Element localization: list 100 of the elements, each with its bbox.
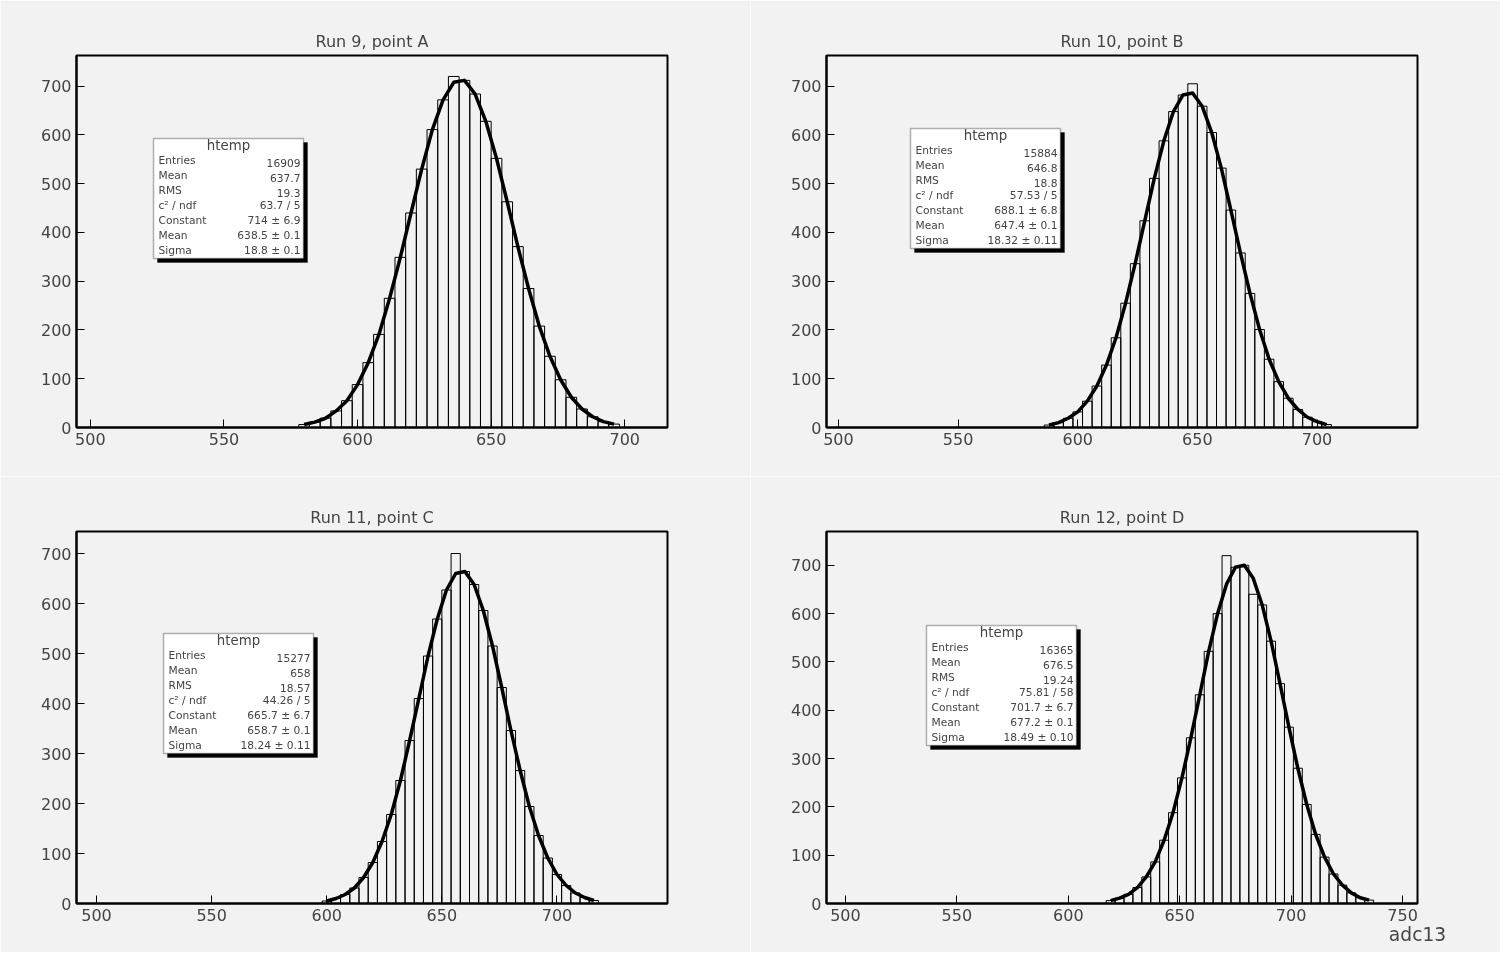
y-tick-label: 200 (40, 794, 72, 814)
x-tick-label: 700 (1301, 429, 1333, 449)
y-tick-label: 200 (40, 320, 72, 340)
annotation: 18.32 ± 0.11 (987, 234, 1058, 247)
x-tick-label: 650 (426, 905, 458, 925)
x-tick-label: 750 (1387, 905, 1418, 925)
y-tick-label: 600 (790, 125, 822, 145)
annotation: 19.3 (276, 187, 301, 200)
x-tick-label: 500 (81, 905, 112, 925)
annotation: 714 ± 6.9 (247, 214, 301, 227)
x-tick-label: 600 (311, 905, 343, 925)
annotation: 637.7 (269, 172, 301, 185)
annotation: 18.24 ± 0.11 (240, 739, 311, 752)
x-tick-label: 650 (1182, 429, 1213, 449)
x-tick-label: 600 (1062, 429, 1094, 449)
annotation: Sigma (931, 731, 965, 744)
annotation: 647.4 ± 0.1 (994, 219, 1058, 232)
annotation: c² / ndf (158, 199, 197, 212)
annotation: Mean (915, 219, 945, 232)
y-tick-label: 0 (811, 894, 822, 914)
y-tick-label: 500 (40, 174, 72, 194)
annotation: Mean (168, 664, 198, 677)
annotation: Entries (168, 649, 207, 662)
chart-title: Run 9, point A (315, 31, 429, 51)
annotation: c² / ndf (168, 694, 207, 707)
annotation: 18.8 (1033, 177, 1058, 190)
annotation: 658 (290, 667, 311, 680)
x-tick-label: 500 (830, 905, 861, 925)
y-tick-label: 700 (40, 77, 72, 97)
annotation: Mean (158, 229, 188, 242)
annotation: Constant (168, 709, 217, 722)
y-tick-label: 600 (40, 594, 72, 614)
annotation: 646.8 (1026, 162, 1058, 175)
annotation: 18.57 (279, 682, 311, 695)
y-tick-label: 500 (790, 652, 822, 672)
annotation: Entries (931, 641, 970, 654)
annotation: 676.5 (1042, 659, 1074, 672)
annotation: 15277 (276, 652, 311, 665)
annotation: Mean (931, 656, 961, 669)
annotation: htemp (963, 127, 1008, 143)
annotation: c² / ndf (931, 686, 970, 699)
y-tick-label: 400 (790, 701, 822, 721)
annotation: 15884 (1023, 147, 1058, 160)
y-tick-label: 300 (40, 272, 72, 292)
annotation: Mean (931, 716, 961, 729)
annotation: 658.7 ± 0.1 (247, 724, 311, 737)
y-tick-label: 100 (790, 846, 822, 866)
y-tick-label: 200 (790, 797, 822, 817)
y-tick-label: 500 (790, 174, 822, 194)
x-tick-label: 650 (1164, 905, 1195, 925)
annotation: Sigma (158, 244, 192, 257)
x-tick-label: 700 (541, 905, 573, 925)
x-tick-label: 600 (1053, 905, 1084, 925)
annotation: 63.7 / 5 (259, 199, 301, 212)
x-axis-title: adc13 (1388, 923, 1447, 945)
x-tick-label: 550 (942, 429, 974, 449)
y-tick-label: 700 (790, 556, 822, 576)
annotation: 688.1 ± 6.8 (994, 204, 1058, 217)
annotation: 16909 (266, 157, 301, 170)
x-tick-label: 550 (941, 905, 973, 925)
x-tick-label: 700 (609, 429, 641, 449)
annotation: c² / ndf (915, 189, 954, 202)
annotation: 18.49 ± 0.10 (1003, 731, 1074, 744)
annotation: htemp (216, 632, 261, 648)
annotation: Mean (915, 159, 945, 172)
x-tick-label: 700 (1275, 905, 1307, 925)
y-tick-label: 500 (40, 644, 72, 664)
y-tick-label: 600 (790, 604, 822, 624)
x-tick-label: 600 (342, 429, 373, 449)
annotation: 665.7 ± 6.7 (247, 709, 311, 722)
x-tick-label: 550 (208, 429, 240, 449)
annotation: Mean (158, 169, 188, 182)
annotation: RMS (931, 671, 956, 684)
annotation: Mean (168, 724, 198, 737)
x-tick-label: 650 (475, 429, 507, 449)
chart-title: Run 11, point C (310, 507, 434, 527)
y-tick-label: 400 (790, 223, 822, 243)
y-tick-label: 0 (811, 418, 822, 438)
annotation: htemp (979, 624, 1024, 640)
y-tick-label: 0 (61, 418, 72, 438)
y-tick-label: 100 (40, 369, 72, 389)
chart-title: Run 12, point D (1059, 507, 1185, 527)
annotation: 19.24 (1042, 674, 1074, 687)
x-tick-label: 500 (75, 429, 106, 449)
y-tick-label: 400 (40, 223, 72, 243)
y-tick-label: 200 (790, 320, 822, 340)
y-tick-label: 600 (40, 125, 72, 145)
annotation: 44.26 / 5 (262, 694, 311, 707)
annotation: RMS (168, 679, 193, 692)
annotation: Sigma (168, 739, 202, 752)
annotation: RMS (915, 174, 940, 187)
y-tick-label: 300 (790, 749, 822, 769)
annotation: RMS (158, 184, 183, 197)
y-tick-label: 300 (790, 272, 822, 292)
annotation: 638.5 ± 0.1 (237, 229, 301, 242)
y-tick-label: 100 (40, 844, 72, 864)
annotation: Entries (915, 144, 954, 157)
annotation: 16365 (1039, 644, 1074, 657)
x-tick-label: 550 (196, 905, 227, 925)
chart-title: Run 10, point B (1060, 31, 1184, 51)
